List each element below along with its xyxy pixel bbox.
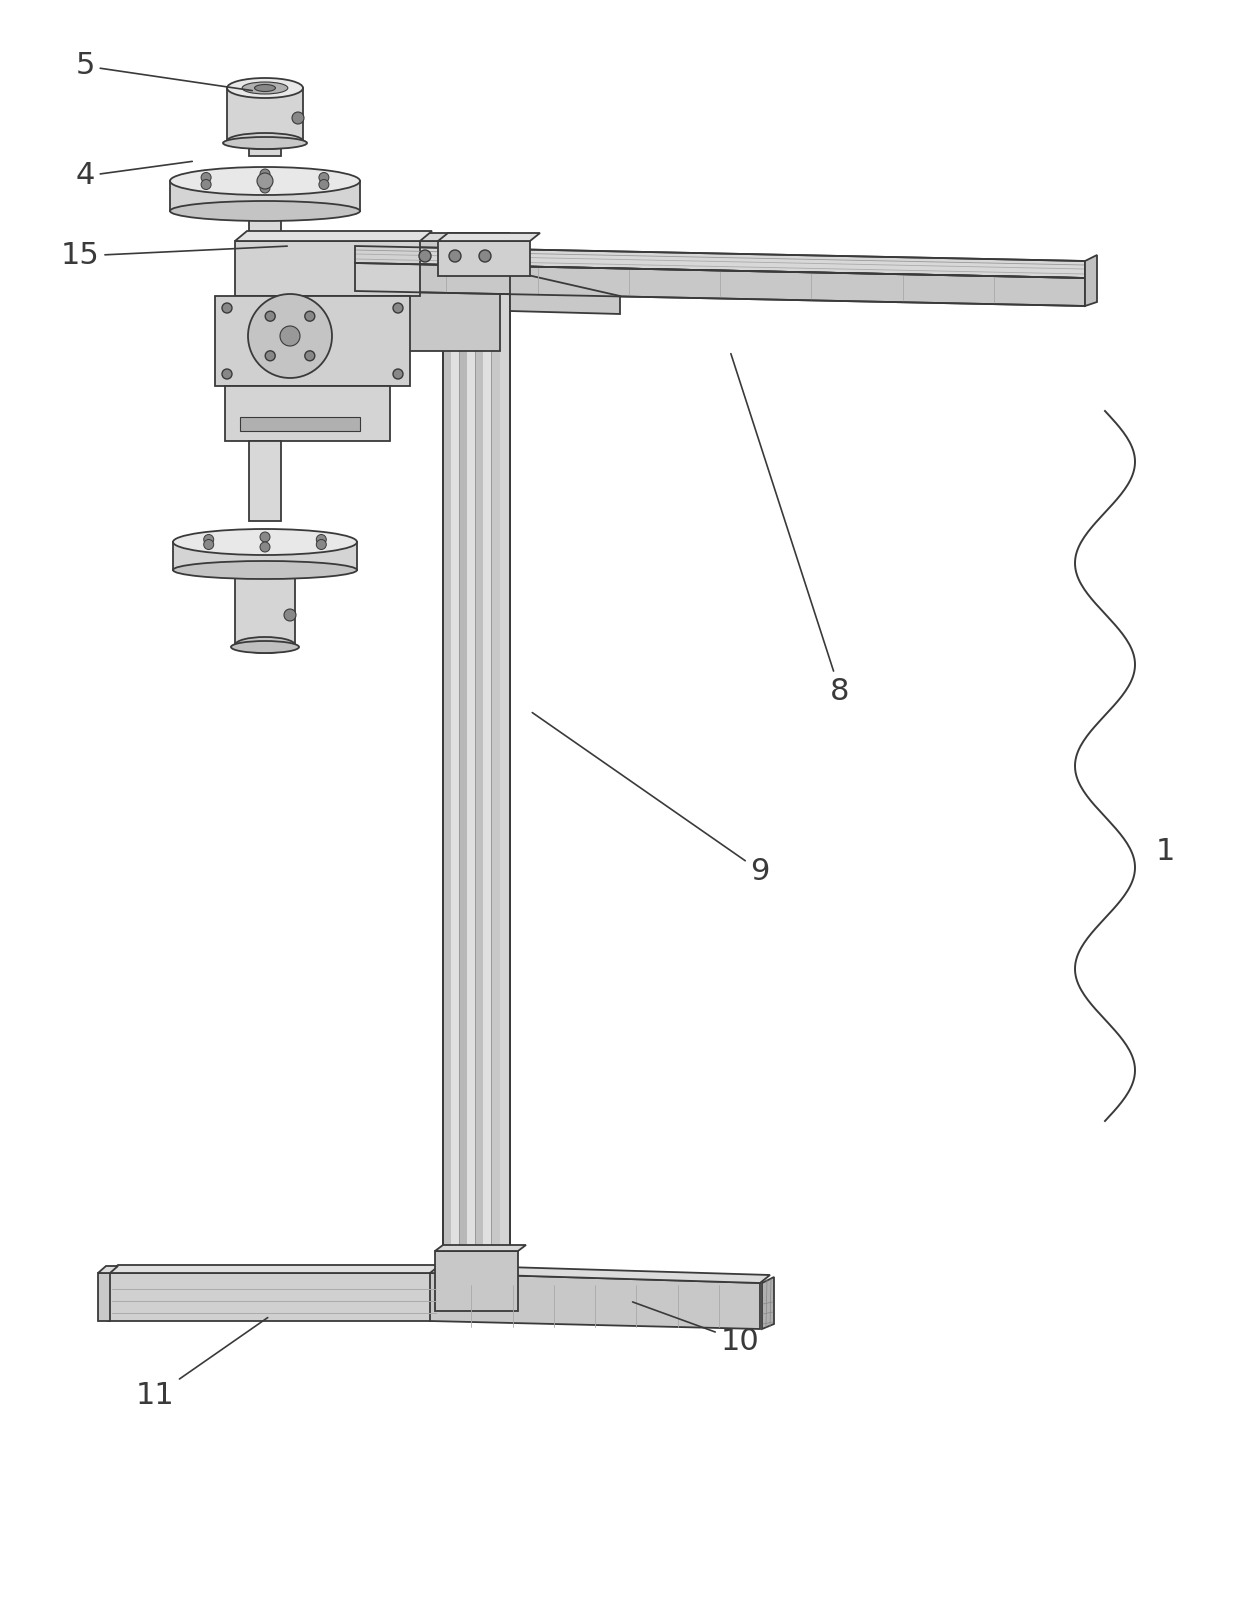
- Polygon shape: [435, 1245, 526, 1252]
- Bar: [241, 417, 360, 432]
- Polygon shape: [98, 1266, 118, 1273]
- Circle shape: [222, 369, 232, 379]
- Circle shape: [479, 250, 491, 263]
- Ellipse shape: [242, 82, 288, 93]
- Ellipse shape: [170, 168, 360, 195]
- Text: 10: 10: [632, 1302, 759, 1355]
- Polygon shape: [170, 180, 360, 211]
- Circle shape: [449, 250, 461, 263]
- Text: 1: 1: [1156, 836, 1174, 865]
- Circle shape: [265, 351, 275, 361]
- Ellipse shape: [174, 561, 357, 578]
- Polygon shape: [236, 242, 420, 296]
- Polygon shape: [215, 296, 410, 387]
- Polygon shape: [467, 272, 475, 1260]
- Circle shape: [393, 303, 403, 313]
- Polygon shape: [224, 387, 391, 441]
- Ellipse shape: [223, 137, 308, 148]
- Text: 9: 9: [532, 712, 770, 886]
- Polygon shape: [249, 441, 281, 520]
- Circle shape: [291, 113, 304, 124]
- Circle shape: [257, 172, 273, 188]
- Circle shape: [201, 172, 211, 182]
- Polygon shape: [443, 271, 510, 1261]
- Polygon shape: [430, 1265, 770, 1282]
- Circle shape: [203, 535, 213, 545]
- Polygon shape: [484, 272, 491, 1260]
- Circle shape: [222, 303, 232, 313]
- Circle shape: [201, 179, 211, 190]
- Polygon shape: [355, 263, 1085, 306]
- Text: 4: 4: [76, 161, 192, 190]
- Polygon shape: [475, 272, 484, 1260]
- Polygon shape: [491, 272, 500, 1260]
- Circle shape: [280, 325, 300, 346]
- Circle shape: [260, 184, 270, 193]
- Polygon shape: [1085, 255, 1097, 306]
- Circle shape: [203, 540, 213, 549]
- Ellipse shape: [170, 201, 360, 221]
- Circle shape: [305, 311, 315, 321]
- Circle shape: [305, 351, 315, 361]
- Polygon shape: [430, 1273, 760, 1329]
- Circle shape: [260, 169, 270, 179]
- Circle shape: [316, 535, 326, 545]
- Ellipse shape: [227, 134, 303, 148]
- Polygon shape: [108, 1265, 450, 1273]
- Polygon shape: [451, 272, 459, 1260]
- Text: 5: 5: [76, 52, 252, 90]
- Text: 11: 11: [135, 1318, 268, 1411]
- Polygon shape: [438, 242, 529, 275]
- Ellipse shape: [231, 641, 299, 652]
- Circle shape: [260, 541, 270, 553]
- Polygon shape: [438, 234, 539, 242]
- Polygon shape: [249, 147, 281, 156]
- Polygon shape: [510, 271, 620, 314]
- Circle shape: [393, 369, 403, 379]
- Circle shape: [316, 540, 326, 549]
- Polygon shape: [98, 1273, 110, 1321]
- Polygon shape: [174, 541, 357, 570]
- Ellipse shape: [254, 84, 275, 92]
- Text: 8: 8: [730, 354, 849, 706]
- Circle shape: [319, 179, 329, 190]
- Polygon shape: [355, 246, 1085, 279]
- Polygon shape: [444, 272, 451, 1260]
- Polygon shape: [108, 1273, 440, 1321]
- Polygon shape: [249, 211, 281, 242]
- Circle shape: [248, 293, 332, 379]
- Circle shape: [265, 311, 275, 321]
- Polygon shape: [405, 234, 510, 242]
- Polygon shape: [236, 230, 432, 242]
- Polygon shape: [459, 272, 467, 1260]
- Polygon shape: [236, 570, 295, 644]
- Ellipse shape: [227, 77, 303, 98]
- Polygon shape: [405, 242, 500, 351]
- Circle shape: [419, 250, 432, 263]
- Ellipse shape: [236, 636, 295, 652]
- Text: 15: 15: [61, 242, 288, 271]
- Polygon shape: [763, 1278, 774, 1329]
- Circle shape: [319, 172, 329, 182]
- Circle shape: [284, 609, 296, 620]
- Polygon shape: [227, 89, 303, 142]
- Polygon shape: [435, 1252, 518, 1311]
- Circle shape: [260, 532, 270, 541]
- Ellipse shape: [174, 528, 357, 556]
